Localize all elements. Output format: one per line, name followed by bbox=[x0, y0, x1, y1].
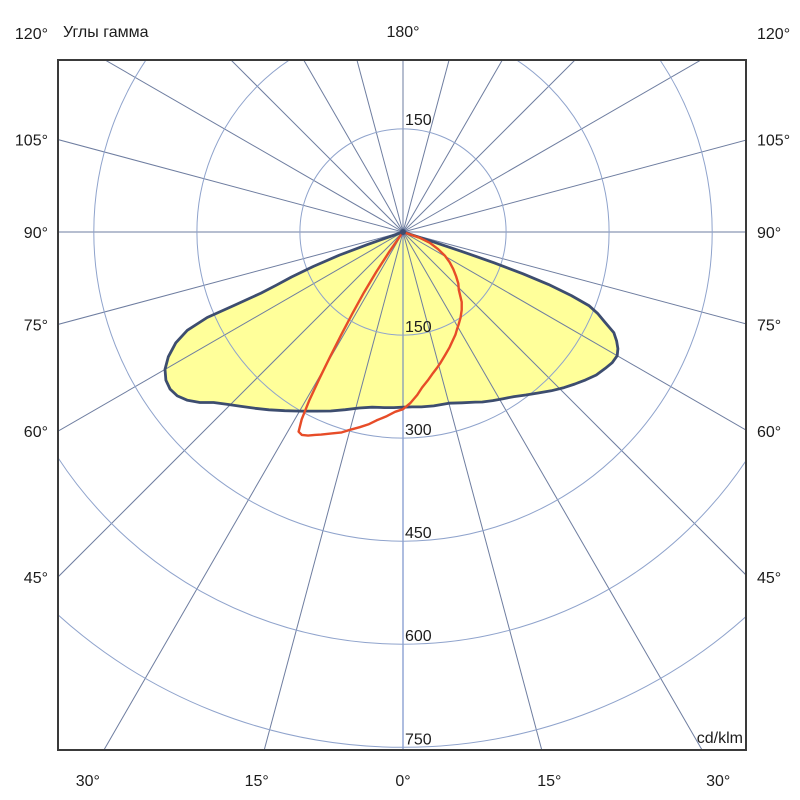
radial-value-label: 600 bbox=[405, 628, 432, 645]
polar-grid-ray bbox=[402, 231, 746, 431]
polar-grid-ray bbox=[402, 60, 503, 233]
polar-grid-ray bbox=[402, 231, 703, 750]
radial-value-label: 450 bbox=[405, 525, 432, 542]
polar-grid-ray bbox=[58, 139, 404, 233]
plot-border bbox=[57, 59, 747, 751]
bottom-angle-label: 30° bbox=[706, 773, 730, 790]
polar-grid-circle bbox=[196, 60, 610, 439]
polar-grid-ray bbox=[402, 60, 450, 233]
gamma-angle-label-right: 120° bbox=[757, 26, 790, 43]
polar-grid-ray bbox=[402, 231, 746, 325]
polar-grid-ray bbox=[303, 60, 404, 233]
radial-value-label: 150 bbox=[405, 319, 432, 336]
c0-c180-curve bbox=[163, 230, 620, 413]
polar-grid-ray bbox=[356, 60, 404, 233]
gamma-angle-label-left: 45° bbox=[24, 570, 48, 587]
gamma-angle-label-right: 60° bbox=[757, 424, 781, 441]
gamma-angle-label-left: 60° bbox=[24, 424, 48, 441]
bottom-angle-label: 30° bbox=[76, 773, 100, 790]
gamma-angle-label-right: 45° bbox=[757, 570, 781, 587]
gamma-angle-label-left: 120° bbox=[15, 26, 48, 43]
c90-c270-curve bbox=[297, 230, 463, 437]
gamma-angle-label-left: 75° bbox=[24, 317, 48, 334]
bottom-angle-label: 15° bbox=[245, 773, 269, 790]
polar-grid-ray bbox=[230, 60, 404, 233]
radial-value-label: 750 bbox=[405, 731, 432, 748]
polar-grid-ray bbox=[402, 60, 576, 233]
polar-grid-circle bbox=[58, 456, 746, 645]
polar-grid-ray bbox=[402, 139, 746, 233]
polar-grid-circle bbox=[299, 128, 507, 336]
pole-point bbox=[400, 229, 406, 235]
gamma-angle-label-right: 75° bbox=[757, 317, 781, 334]
polar-grid-ray bbox=[402, 231, 746, 576]
bottom-angle-label: 15° bbox=[537, 773, 561, 790]
radial-value-label-above: 150 bbox=[405, 112, 432, 129]
polar-grid-ray bbox=[58, 231, 404, 325]
radial-value-label: 300 bbox=[405, 422, 432, 439]
units-label: cd/klm bbox=[697, 730, 743, 747]
polar-grid-circle bbox=[93, 60, 713, 542]
chart-title: Углы гамма bbox=[63, 24, 149, 41]
gamma-angle-label-left: 90° bbox=[24, 225, 48, 242]
polar-grid-ray bbox=[104, 60, 404, 233]
polar-grid-ray bbox=[402, 60, 702, 233]
c0-c180-filled-region bbox=[165, 232, 618, 412]
polar-grid-ray bbox=[263, 231, 404, 750]
top-angle-label: 180° bbox=[386, 24, 419, 41]
bottom-angle-label: 0° bbox=[395, 773, 410, 790]
gamma-angle-label-left: 105° bbox=[15, 133, 48, 150]
polar-grid-ray bbox=[58, 231, 404, 432]
gamma-angle-label-right: 105° bbox=[757, 133, 790, 150]
polar-grid-circle bbox=[58, 613, 746, 748]
gamma-angle-label-right: 90° bbox=[757, 225, 781, 242]
polar-grid-ray bbox=[58, 231, 404, 578]
